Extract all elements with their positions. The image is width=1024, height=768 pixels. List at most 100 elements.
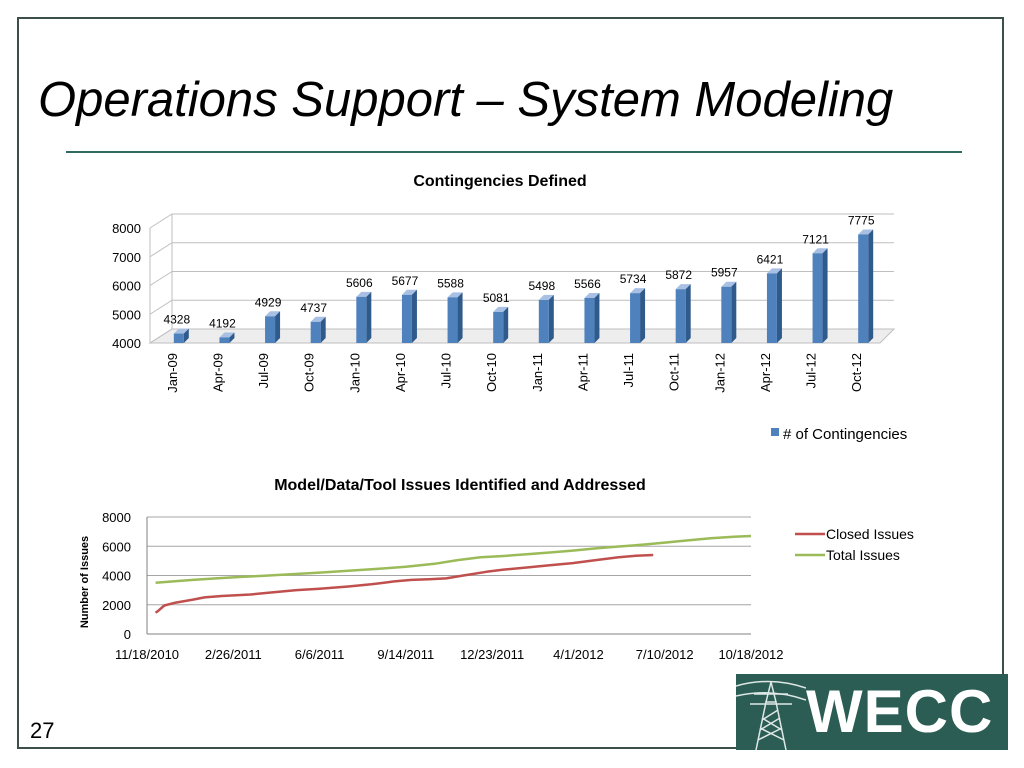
bar-data-label: 5872 [665, 268, 692, 282]
bar-data-label: 4192 [209, 316, 236, 330]
bar-chart-title: Contingencies Defined [413, 173, 586, 190]
bar-chart-x-tick-label: Jan-09 [165, 353, 180, 393]
bar-chart-y-ticks: 8000 7000 6000 5000 4000 [112, 221, 141, 351]
bar-chart-x-tick-label: Oct-10 [484, 353, 499, 392]
line-chart-x-ticks: 11/18/2010 2/26/2011 6/6/2011 9/14/2011 12/2… [115, 647, 784, 662]
bar-side-face [366, 291, 372, 343]
line-chart-y-tick-label: 8000 [102, 510, 131, 525]
line-chart-x-tick-label: 10/18/2012 [718, 647, 783, 662]
bar [173, 328, 189, 343]
bar-chart-x-tick-label: Jan-11 [530, 353, 545, 392]
closed-issues-line [154, 553, 654, 614]
bar-front-face [173, 333, 184, 343]
wecc-logo: WECC [736, 674, 1008, 750]
bar-chart-floor [148, 328, 896, 344]
slide-frame [17, 17, 1004, 749]
line-chart-y-tick-label: 2000 [102, 598, 131, 613]
bar [675, 284, 691, 343]
bar-front-face [584, 297, 595, 343]
bar [858, 229, 874, 343]
line-chart-x-tick-label: 4/1/2012 [553, 647, 604, 662]
line-chart-y-ticks: 8000 6000 4000 2000 0 [102, 510, 131, 642]
bar-front-face [401, 294, 412, 343]
bar-front-face [493, 311, 504, 343]
bar-data-label: 4929 [255, 295, 282, 309]
bar-side-face [640, 288, 646, 343]
bar-front-face [265, 316, 276, 343]
bar [310, 316, 326, 343]
bar [721, 281, 737, 343]
bar-chart-y-tick-label: 7000 [112, 250, 141, 265]
bar-chart-gridline [149, 328, 894, 344]
line-chart-x-tick-label: 12/23/2011 [460, 647, 524, 662]
page-number: 27 [30, 718, 55, 743]
bar-chart-gridline [149, 271, 894, 286]
bar [265, 311, 281, 343]
bar [630, 288, 646, 343]
bar-chart-x-tick-label: Apr-10 [393, 353, 408, 392]
bar-side-face [868, 229, 874, 343]
bar-chart-x-tick-label: Jan-12 [712, 353, 727, 393]
bar-side-face [320, 316, 326, 343]
bar-side-face [822, 248, 828, 343]
bar-data-label: 5606 [346, 276, 373, 290]
bar-chart-x-tick-label: Apr-11 [575, 353, 590, 391]
bar [584, 292, 600, 343]
line-chart-series [154, 534, 752, 614]
line-chart-title: Model/Data/Tool Issues Identified and Ad… [274, 477, 646, 494]
bar-chart-gridline [149, 242, 894, 258]
bar-data-label: 5734 [620, 272, 647, 286]
bar-front-face [310, 321, 321, 343]
bar-chart-legend: # of Contingencies [771, 426, 907, 443]
line-chart-grid [146, 516, 751, 635]
bar-side-face [183, 328, 189, 343]
bar-chart-data-labels: 4328 4192 4929 4737 5606 5677 5588 5081 5498 5566… [163, 213, 874, 330]
bar-side-face [685, 284, 691, 343]
bar-front-face [766, 273, 777, 343]
bar-chart-x-tick-label: Apr-12 [758, 353, 773, 392]
bar-legend-swatch [771, 428, 779, 436]
line-chart-x-tick-label: 2/26/2011 [205, 647, 262, 662]
bar-side-face [594, 292, 600, 343]
bar [447, 292, 463, 343]
bar-front-face [356, 296, 367, 343]
bar-front-face [675, 289, 686, 343]
bar-chart-gridline [149, 299, 894, 315]
bar [356, 291, 372, 343]
bar-data-label: 5677 [392, 274, 419, 288]
bar-chart-x-tick-label: Apr-09 [210, 353, 225, 392]
bar-front-face [630, 293, 641, 343]
bar-data-label: 5081 [483, 291, 510, 305]
bar-data-label: 5588 [437, 276, 464, 290]
line-chart-x-tick-label: 11/18/2010 [115, 647, 179, 662]
bar-chart-x-tick-label: Oct-09 [302, 353, 317, 392]
line-chart-y-tick-label: 0 [124, 627, 131, 642]
bar-chart-x-tick-label: Jul-10 [439, 353, 454, 388]
bar-front-face [812, 253, 823, 343]
total-issues-line [155, 534, 752, 585]
wecc-logo-text: WECC [806, 678, 994, 745]
bar-side-face [503, 306, 509, 343]
contingencies-bar-chart: Contingencies Defined 8000 7000 6000 5000 40… [112, 173, 907, 443]
bar-side-face [731, 281, 737, 343]
bar-chart-y-tick-label: 8000 [112, 221, 141, 236]
bar [538, 294, 554, 343]
bar-legend-label: # of Contingencies [783, 426, 907, 443]
bar [493, 306, 509, 343]
bar-chart-y-tick-label: 4000 [112, 336, 141, 351]
bar-front-face [538, 299, 549, 343]
bar-chart-gridline [149, 213, 894, 229]
bar-chart-x-tick-label: Jul-09 [256, 353, 271, 388]
bar-side-face [275, 311, 281, 343]
bar-front-face [447, 297, 458, 343]
bar [766, 268, 782, 343]
bar-data-label: 7121 [802, 232, 829, 246]
bar-side-face [229, 332, 235, 343]
bar-data-label: 4328 [163, 313, 190, 327]
transmission-tower-icon [736, 680, 806, 750]
bar-chart-y-tick-label: 6000 [112, 279, 141, 294]
line-chart-y-tick-label: 4000 [102, 569, 131, 584]
bar [219, 332, 235, 343]
